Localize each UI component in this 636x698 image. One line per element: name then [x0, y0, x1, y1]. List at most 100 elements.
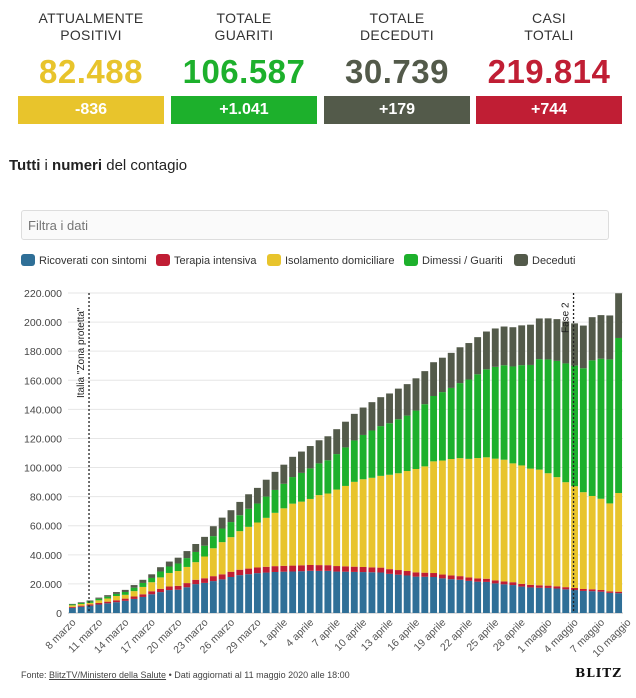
bar-segment[interactable]	[483, 369, 490, 458]
bar-segment[interactable]	[253, 567, 261, 574]
bar-segment[interactable]	[527, 324, 534, 365]
bar-segment[interactable]	[553, 360, 561, 478]
bar-segment[interactable]	[500, 326, 508, 366]
bar-segment[interactable]	[68, 606, 76, 608]
bar-segment[interactable]	[148, 574, 156, 578]
bar-segment[interactable]	[342, 566, 349, 572]
bar-segment[interactable]	[324, 570, 332, 613]
bar-segment[interactable]	[394, 419, 402, 474]
bar-segment[interactable]	[562, 482, 570, 588]
bar-segment[interactable]	[95, 600, 103, 604]
bar-segment[interactable]	[597, 358, 605, 499]
bar-segment[interactable]	[597, 498, 605, 591]
bar-segment[interactable]	[500, 459, 508, 582]
bar-segment[interactable]	[403, 471, 411, 572]
bar-segment[interactable]	[456, 383, 464, 459]
bar-segment[interactable]	[474, 337, 482, 375]
bar-segment[interactable]	[271, 571, 279, 613]
bar-segment[interactable]	[245, 494, 253, 509]
bar-segment[interactable]	[280, 565, 288, 572]
bar-segment[interactable]	[606, 591, 614, 593]
bar-segment[interactable]	[562, 363, 570, 483]
bar-segment[interactable]	[447, 459, 455, 576]
bar-segment[interactable]	[579, 590, 587, 613]
bar-segment[interactable]	[77, 606, 85, 613]
bar-segment[interactable]	[139, 596, 147, 613]
bar-segment[interactable]	[359, 434, 367, 480]
bar-segment[interactable]	[456, 458, 464, 577]
bar-segment[interactable]	[298, 451, 305, 473]
bar-segment[interactable]	[86, 604, 94, 606]
bar-segment[interactable]	[421, 572, 429, 577]
bar-segment[interactable]	[518, 325, 526, 366]
bar-segment[interactable]	[403, 571, 411, 576]
bar-segment[interactable]	[201, 536, 208, 546]
bar-segment[interactable]	[571, 365, 578, 487]
bar-segment[interactable]	[104, 598, 112, 602]
bar-segment[interactable]	[412, 572, 420, 577]
bar-segment[interactable]	[95, 598, 103, 601]
bar-segment[interactable]	[342, 485, 349, 567]
bar-segment[interactable]	[324, 460, 332, 494]
bar-segment[interactable]	[271, 512, 279, 567]
bar-segment[interactable]	[368, 477, 376, 568]
bar-segment[interactable]	[491, 458, 499, 581]
bar-segment[interactable]	[315, 463, 323, 496]
bar-segment[interactable]	[148, 594, 156, 613]
bar-segment[interactable]	[306, 446, 314, 469]
bar-segment[interactable]	[562, 589, 570, 613]
bar-segment[interactable]	[456, 579, 464, 613]
bar-segment[interactable]	[579, 325, 587, 369]
bar-segment[interactable]	[139, 582, 147, 587]
bar-segment[interactable]	[518, 583, 526, 587]
bar-segment[interactable]	[174, 563, 182, 571]
bar-segment[interactable]	[518, 465, 526, 584]
bar-segment[interactable]	[553, 586, 561, 589]
bar-segment[interactable]	[535, 469, 543, 586]
bar-segment[interactable]	[315, 565, 323, 571]
bar-segment[interactable]	[139, 579, 147, 583]
bar-segment[interactable]	[553, 319, 561, 361]
bar-segment[interactable]	[588, 591, 596, 613]
bar-segment[interactable]	[86, 600, 94, 602]
bar-segment[interactable]	[518, 586, 526, 613]
source-link[interactable]: BlitzTV/Ministero della Salute	[49, 670, 167, 680]
bar-segment[interactable]	[95, 597, 103, 599]
bar-segment[interactable]	[615, 593, 623, 613]
bar-segment[interactable]	[201, 582, 208, 613]
bar-segment[interactable]	[465, 458, 473, 578]
bar-segment[interactable]	[104, 596, 112, 599]
bar-segment[interactable]	[218, 517, 226, 529]
bar-segment[interactable]	[500, 365, 508, 460]
bar-segment[interactable]	[430, 362, 438, 396]
bar-segment[interactable]	[350, 413, 358, 441]
bar-segment[interactable]	[271, 566, 279, 572]
bar-segment[interactable]	[421, 576, 429, 613]
bar-segment[interactable]	[148, 591, 156, 595]
bar-segment[interactable]	[386, 393, 393, 424]
bar-segment[interactable]	[483, 581, 490, 613]
bar-segment[interactable]	[553, 477, 561, 587]
bar-segment[interactable]	[324, 565, 332, 571]
bar-segment[interactable]	[535, 359, 543, 470]
bar-segment[interactable]	[447, 579, 455, 613]
bar-segment[interactable]	[165, 586, 173, 591]
bar-segment[interactable]	[509, 327, 517, 367]
bar-segment[interactable]	[192, 551, 200, 563]
bar-segment[interactable]	[157, 571, 164, 578]
bar-segment[interactable]	[430, 461, 438, 574]
bar-segment[interactable]	[298, 571, 305, 613]
bar-segment[interactable]	[174, 589, 182, 613]
bar-segment[interactable]	[394, 473, 402, 571]
bar-segment[interactable]	[368, 567, 376, 573]
bar-segment[interactable]	[209, 576, 217, 582]
bar-segment[interactable]	[183, 583, 191, 588]
bar-segment[interactable]	[209, 526, 217, 537]
bar-segment[interactable]	[527, 364, 534, 469]
bar-segment[interactable]	[262, 479, 270, 497]
bar-segment[interactable]	[447, 575, 455, 580]
bar-segment[interactable]	[571, 590, 578, 613]
bar-segment[interactable]	[606, 592, 614, 613]
bar-segment[interactable]	[298, 472, 305, 502]
bar-segment[interactable]	[306, 498, 314, 565]
